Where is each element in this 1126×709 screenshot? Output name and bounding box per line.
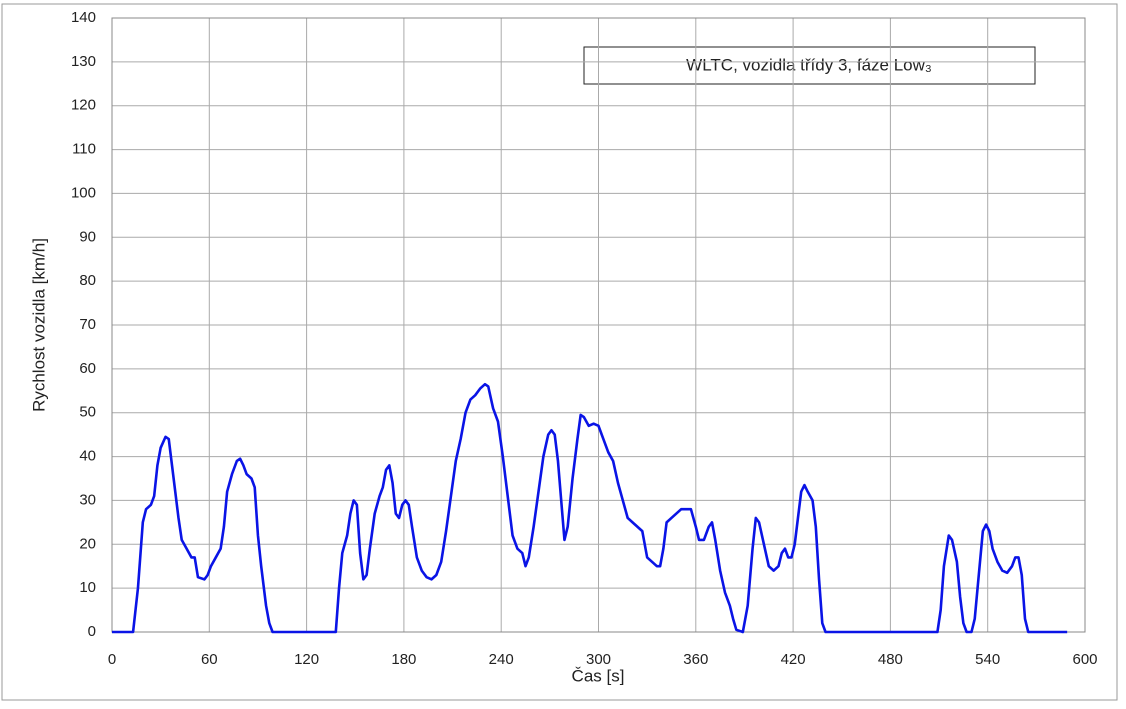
chart-title: WLTC, vozidla třídy 3, fáze Low₃ [686, 55, 932, 74]
y-tick-label: 10 [79, 579, 96, 596]
y-tick-label: 130 [71, 53, 96, 70]
x-axis-label: Čas [s] [572, 666, 625, 685]
x-tick-label: 0 [108, 651, 116, 668]
y-tick-label: 0 [88, 623, 96, 640]
y-tick-label: 50 [79, 404, 96, 421]
y-tick-label: 60 [79, 360, 96, 377]
y-tick-label: 80 [79, 272, 96, 289]
x-tick-label: 360 [683, 651, 708, 668]
speed-line [112, 382, 1068, 634]
x-tick-label: 300 [586, 651, 611, 668]
y-tick-label: 140 [71, 9, 96, 26]
y-tick-label: 90 [79, 228, 96, 245]
y-axis-label: Rychlost vozidla [km/h] [29, 238, 48, 412]
y-tick-label: 30 [79, 491, 96, 508]
x-tick-label: 60 [201, 651, 218, 668]
x-tick-label: 240 [489, 651, 514, 668]
y-tick-label: 40 [79, 448, 96, 465]
x-tick-label: 540 [975, 651, 1000, 668]
y-tick-label: 120 [71, 97, 96, 114]
y-tick-label: 110 [72, 141, 96, 158]
plot-border [111, 17, 1086, 633]
y-tick-label: 100 [71, 184, 96, 201]
x-tick-label: 600 [1072, 651, 1097, 668]
title-box [583, 46, 1036, 85]
x-tick-label: 480 [878, 651, 903, 668]
y-tick-label: 20 [79, 535, 96, 552]
x-tick-label: 180 [391, 651, 416, 668]
y-tick-label: 70 [79, 316, 96, 333]
x-tick-label: 420 [781, 651, 806, 668]
x-tick-label: 120 [294, 651, 319, 668]
chart-frame [1, 3, 1118, 701]
